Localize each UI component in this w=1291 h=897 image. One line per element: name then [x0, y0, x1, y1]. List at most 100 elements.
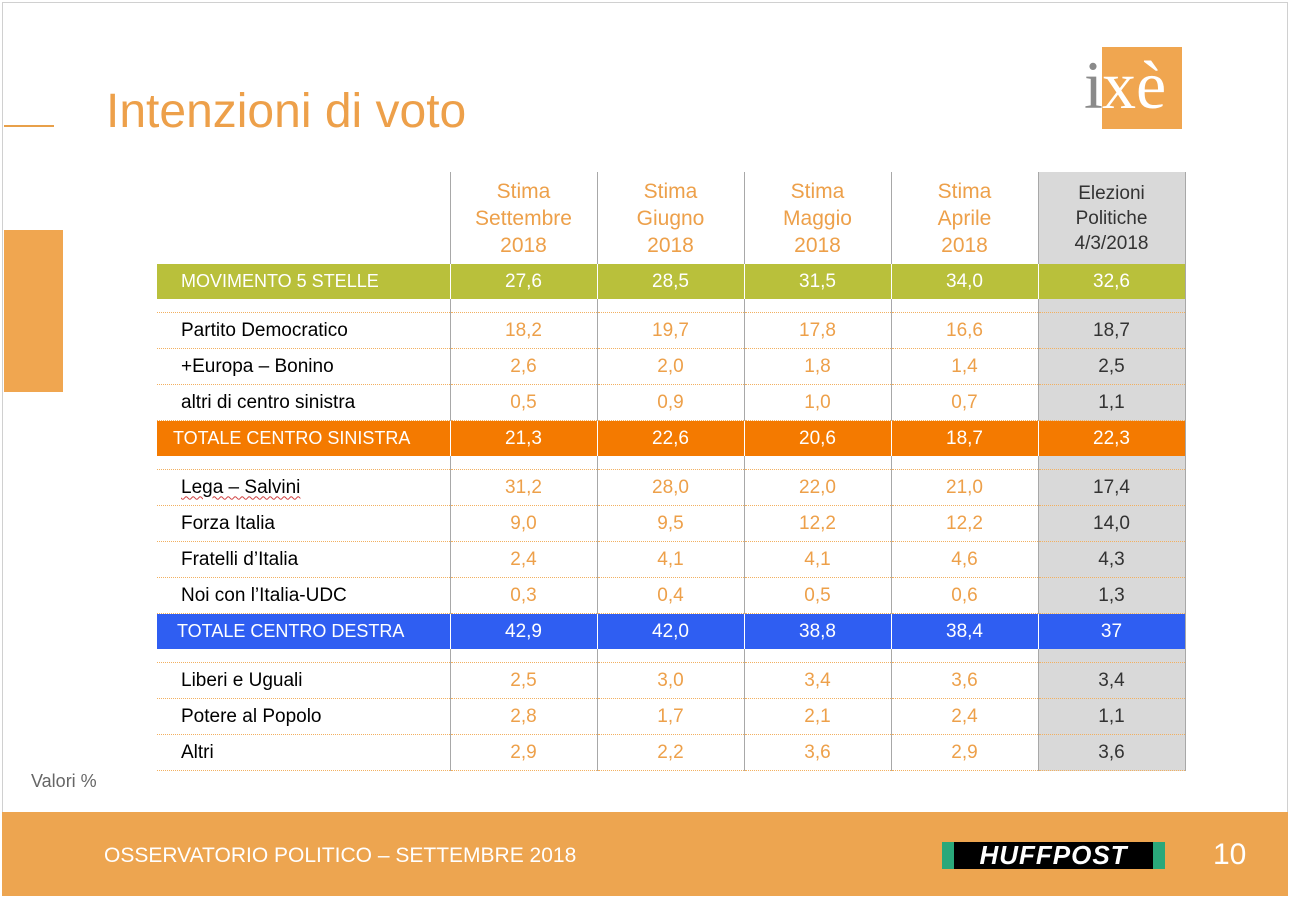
page-title: Intenzioni di voto [106, 85, 467, 138]
cell-value: 22,3 [1037, 420, 1186, 456]
row-altri-centro-sinistra: altri di centro sinistra 0,5 0,9 1,0 0,7… [157, 384, 1186, 421]
cell-value: 0,7 [890, 384, 1038, 421]
cell-value: 32,6 [1037, 264, 1186, 299]
values-note: Valori % [31, 771, 97, 791]
cell-value: 17,4 [1037, 469, 1186, 506]
cell-value: 2,8 [449, 698, 597, 735]
header-stima-maggio: Stima Maggio 2018 [743, 172, 891, 264]
cell-value: 2,2 [596, 734, 744, 771]
cell-value: 3,6 [743, 734, 891, 771]
cell-value: 31,5 [743, 264, 891, 299]
logo-green-right [1153, 842, 1165, 869]
cell-value: 22,0 [743, 469, 891, 506]
huffpost-text: HUFFPOST [979, 840, 1128, 870]
header-stima-settembre: Stima Settembre 2018 [449, 172, 597, 264]
cell-value: 1,4 [890, 348, 1038, 385]
spacer-row [157, 299, 1186, 313]
cell-value: 1,1 [1037, 698, 1186, 735]
page-number: 10 [1213, 838, 1247, 871]
side-accent-block [4, 230, 63, 392]
cell-value: 18,2 [449, 312, 597, 349]
cell-value: 27,6 [449, 264, 597, 299]
row-label: TOTALE CENTRO SINISTRA [157, 420, 450, 456]
row-label: Liberi e Uguali [157, 662, 450, 699]
row-altri: Altri 2,9 2,2 3,6 2,9 3,6 [157, 734, 1186, 771]
logo-green-left [942, 842, 954, 869]
cell-value: 0,5 [743, 577, 891, 614]
cell-value: 3,0 [596, 662, 744, 699]
row-totale-centro-destra: TOTALE CENTRO DESTRA 42,9 42,0 38,8 38,4… [157, 613, 1186, 649]
cell-value: 14,0 [1037, 505, 1186, 542]
cell-value: 38,4 [890, 613, 1038, 649]
cell-value: 3,4 [743, 662, 891, 699]
table-header-row: Stima Settembre 2018 Stima Giugno 2018 Stima… [157, 172, 1186, 264]
row-totale-centro-sinistra: TOTALE CENTRO SINISTRA 21,3 22,6 20,6 18… [157, 420, 1186, 456]
row-label: MOVIMENTO 5 STELLE [157, 264, 450, 299]
voting-intentions-table: Stima Settembre 2018 Stima Giugno 2018 Stima… [157, 172, 1186, 771]
row-forza-italia: Forza Italia 9,0 9,5 12,2 12,2 14,0 [157, 505, 1186, 542]
huffpost-logo: HUFFPOST [942, 842, 1165, 869]
cell-value: 38,8 [743, 613, 891, 649]
cell-value: 28,0 [596, 469, 744, 506]
cell-value: 37 [1037, 613, 1186, 649]
cell-value: 1,1 [1037, 384, 1186, 421]
row-movimento-5-stelle: MOVIMENTO 5 STELLE 27,6 28,5 31,5 34,0 3… [157, 264, 1186, 299]
cell-value: 12,2 [890, 505, 1038, 542]
row-fratelli-italia: Fratelli d’Italia 2,4 4,1 4,1 4,6 4,3 [157, 541, 1186, 578]
cell-value: 1,8 [743, 348, 891, 385]
cell-value: 9,5 [596, 505, 744, 542]
cell-value: 34,0 [890, 264, 1038, 299]
row-potere-al-popolo: Potere al Popolo 2,8 1,7 2,1 2,4 1,1 [157, 698, 1186, 735]
cell-value: 16,6 [890, 312, 1038, 349]
row-label: Fratelli d’Italia [157, 541, 450, 578]
cell-value: 28,5 [596, 264, 744, 299]
cell-value: 9,0 [449, 505, 597, 542]
footer-text: OSSERVATORIO POLITICO – SETTEMBRE 2018 [104, 844, 577, 867]
header-stima-giugno: Stima Giugno 2018 [596, 172, 744, 264]
row-liberi-e-uguali: Liberi e Uguali 2,5 3,0 3,4 3,6 3,4 [157, 662, 1186, 699]
cell-value: 4,6 [890, 541, 1038, 578]
row-label: Forza Italia [157, 505, 450, 542]
cell-value: 2,6 [449, 348, 597, 385]
cell-value: 1,3 [1037, 577, 1186, 614]
cell-value: 2,1 [743, 698, 891, 735]
cell-value: 2,5 [449, 662, 597, 699]
row-label: altri di centro sinistra [157, 384, 450, 421]
cell-value: 0,6 [890, 577, 1038, 614]
row-label: Potere al Popolo [157, 698, 450, 735]
cell-value: 20,6 [743, 420, 891, 456]
cell-value: 4,1 [596, 541, 744, 578]
spacer-row [157, 456, 1186, 470]
cell-value: 19,7 [596, 312, 744, 349]
header-stima-aprile: Stima Aprile 2018 [890, 172, 1038, 264]
row-lega-salvini: Lega – Salvini 31,2 28,0 22,0 21,0 17,4 [157, 469, 1186, 506]
cell-value: 42,9 [449, 613, 597, 649]
logo-text-xe: xè [1102, 47, 1167, 123]
cell-value: 42,0 [596, 613, 744, 649]
ixe-logo: xè i [1084, 47, 1182, 129]
cell-value: 2,4 [449, 541, 597, 578]
logo-text-i: i [1084, 47, 1103, 123]
header-elezioni-politiche: Elezioni Politiche 4/3/2018 [1037, 172, 1186, 264]
title-accent-line [4, 125, 54, 127]
cell-value: 18,7 [1037, 312, 1186, 349]
row-label: Altri [157, 734, 450, 771]
cell-value: 31,2 [449, 469, 597, 506]
spacer-row [157, 649, 1186, 663]
cell-value: 21,0 [890, 469, 1038, 506]
cell-value: 3,6 [890, 662, 1038, 699]
row-label: +Europa – Bonino [157, 348, 450, 385]
row-label: Lega – Salvini [157, 469, 450, 506]
cell-value: 2,9 [449, 734, 597, 771]
cell-value: 17,8 [743, 312, 891, 349]
cell-value: 12,2 [743, 505, 891, 542]
cell-value: 2,9 [890, 734, 1038, 771]
row-label: TOTALE CENTRO DESTRA [157, 613, 450, 649]
row-label: Partito Democratico [157, 312, 450, 349]
cell-value: 2,4 [890, 698, 1038, 735]
cell-value: 21,3 [449, 420, 597, 456]
row-label: Noi con l’Italia-UDC [157, 577, 450, 614]
cell-value: 0,3 [449, 577, 597, 614]
cell-value: 22,6 [596, 420, 744, 456]
cell-value: 4,1 [743, 541, 891, 578]
